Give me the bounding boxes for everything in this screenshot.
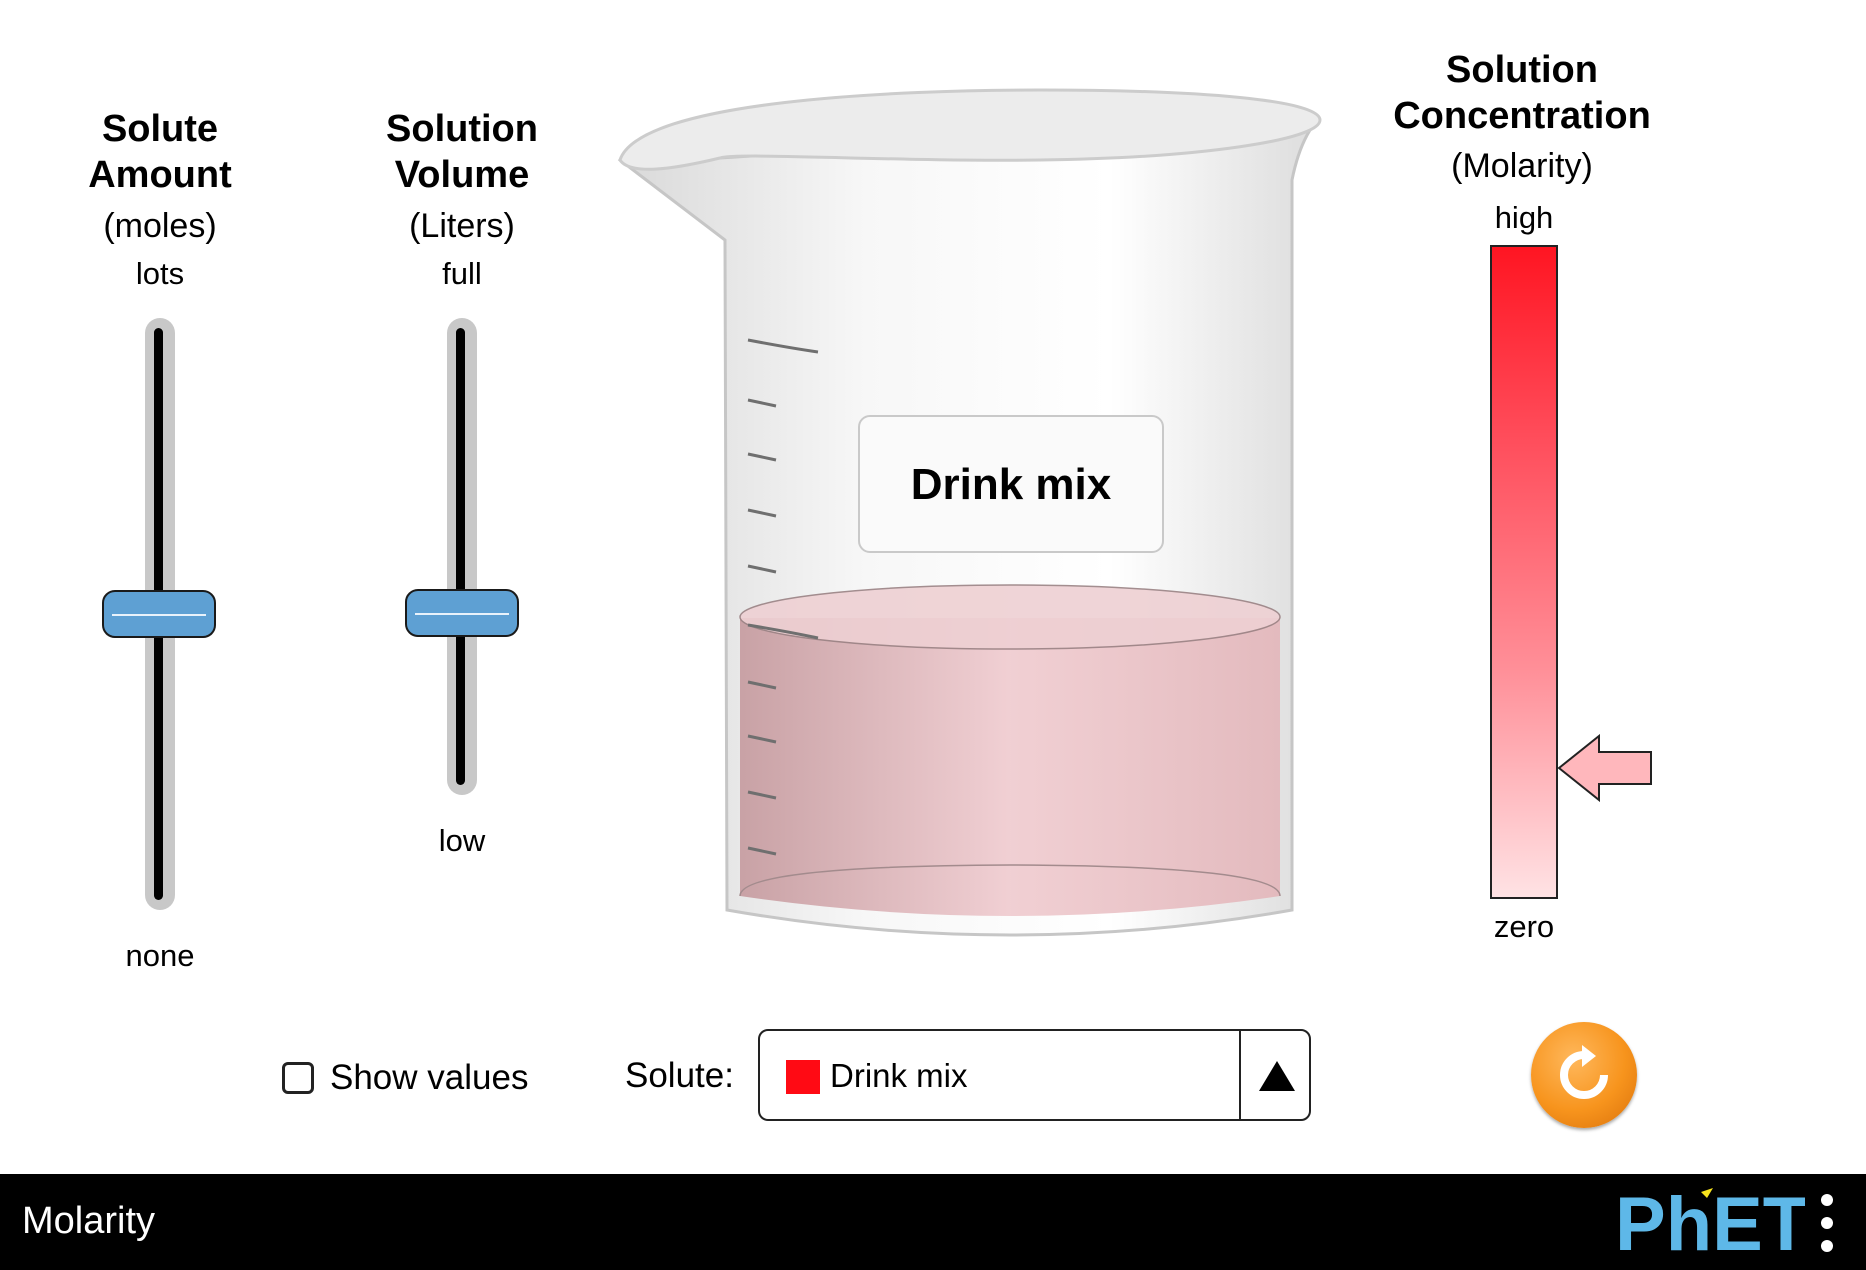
concentration-units: (Molarity) (1451, 147, 1593, 185)
navigation-bar: Molarity PhET (0, 1174, 1866, 1270)
solution-volume-title: Solution Volume (362, 106, 562, 198)
solute-label: Solute: (625, 1056, 734, 1095)
show-values-checkbox[interactable]: Show values (282, 1058, 528, 1098)
show-values-label: Show values (330, 1058, 529, 1097)
solute-color-swatch (786, 1060, 820, 1094)
solute-amount-title-line2: Amount (88, 154, 232, 196)
concentration-max-label: high (1494, 200, 1554, 235)
concentration-title-line2: Concentration (1393, 95, 1651, 137)
solute-amount-max-label: lots (135, 256, 185, 291)
concentration-pointer-arrow (1557, 734, 1652, 803)
reset-all-button[interactable] (1531, 1022, 1637, 1128)
concentration-title-line1: Solution (1446, 49, 1598, 91)
concentration-min-label: zero (1493, 909, 1555, 944)
solution-volume-units: (Liters) (409, 207, 515, 245)
solution-volume-track-line (456, 328, 465, 785)
beaker-rim (618, 88, 1322, 171)
solution-volume-slider-thumb[interactable] (405, 588, 519, 637)
reset-arrow-icon (1560, 1045, 1608, 1099)
solution-volume-title-line1: Solution (386, 108, 538, 150)
beaker-tick-marks (747, 338, 819, 856)
solute-amount-slider-thumb[interactable] (102, 590, 216, 638)
solute-selected-value: Drink mix (830, 1057, 968, 1094)
checkbox-box[interactable] (282, 1062, 314, 1094)
solute-combo-box[interactable]: Drink mix (758, 1029, 1311, 1121)
triangle-up-icon[interactable] (1257, 1059, 1297, 1093)
solute-amount-units: (moles) (103, 207, 217, 245)
concentration-bar (1490, 245, 1558, 899)
concentration-title: Solution Concentration (1362, 47, 1682, 139)
beaker-label-text: Drink mix (910, 460, 1112, 509)
solution-volume-title-line2: Volume (394, 154, 530, 196)
solute-amount-min-label: none (125, 938, 195, 973)
solution-volume-min-label: low (438, 823, 486, 858)
app-title: Molarity (22, 1200, 156, 1242)
phet-logo-text: PhET (1615, 1184, 1805, 1260)
phet-logo[interactable]: PhET (1615, 1184, 1805, 1260)
solution-volume-max-label: full (442, 256, 482, 291)
solution-volume-track[interactable] (447, 318, 477, 795)
phet-logo-star (1701, 1188, 1713, 1198)
beaker-label: Drink mix (858, 415, 1164, 553)
combo-divider (1239, 1031, 1241, 1119)
beaker-solution (739, 584, 1281, 916)
solute-amount-title: Solute Amount (60, 106, 260, 198)
vertical-ellipsis-icon[interactable] (1815, 1194, 1839, 1252)
solute-amount-title-line1: Solute (101, 108, 219, 150)
